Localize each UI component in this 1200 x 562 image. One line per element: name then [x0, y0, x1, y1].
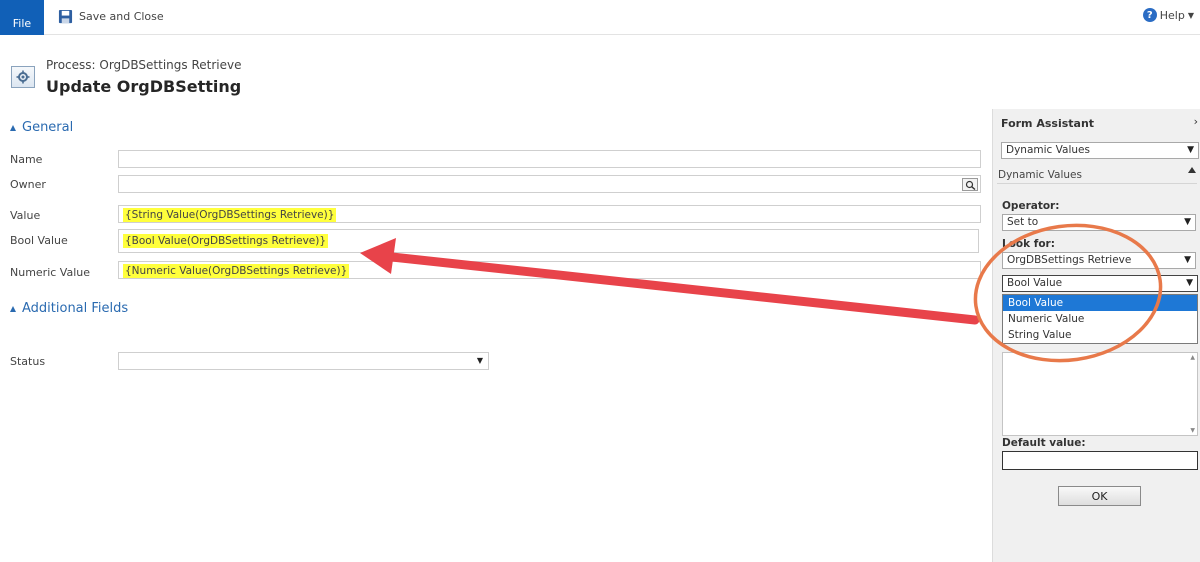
process-icon: [11, 66, 35, 88]
section-additional-header[interactable]: Additional Fields: [10, 301, 128, 316]
chevron-down-icon: ▼: [1186, 278, 1193, 288]
collapse-triangle-icon: [10, 305, 16, 312]
help-label: Help: [1159, 8, 1185, 22]
dynamic-values-subheader: Dynamic Values: [998, 169, 1082, 181]
save-icon: [58, 9, 73, 23]
form-assistant-panel: Form Assistant › Dynamic Values ▼ Dynami…: [992, 109, 1200, 562]
page-title: Update OrgDBSetting: [46, 77, 242, 96]
dropdown-option-numeric-value[interactable]: Numeric Value: [1008, 313, 1085, 325]
collapse-triangle-icon[interactable]: [1188, 167, 1196, 173]
attribute-select[interactable]: Bool Value ▼: [1002, 275, 1198, 292]
chevron-down-icon: ▼: [1184, 255, 1191, 265]
ok-button[interactable]: OK: [1058, 486, 1141, 506]
owner-label: Owner: [10, 178, 46, 191]
status-label: Status: [10, 355, 46, 368]
value-dynamic-value: {String Value(OrgDBSettings Retrieve)}: [123, 208, 337, 222]
owner-field[interactable]: [118, 175, 981, 193]
look-for-value: OrgDBSettings Retrieve: [1007, 254, 1132, 266]
chevron-down-icon: ▼: [1187, 145, 1194, 155]
file-button[interactable]: File: [0, 0, 44, 35]
attribute-dropdown-list: Bool Value Numeric Value String Value: [1002, 294, 1198, 344]
value-label: Value: [10, 209, 41, 222]
section-additional-label: Additional Fields: [22, 301, 129, 316]
operator-value: Set to: [1007, 216, 1039, 228]
save-and-close-button[interactable]: Save and Close: [58, 7, 164, 25]
chevron-down-icon: ▼: [1184, 217, 1191, 227]
name-label: Name: [10, 153, 43, 166]
default-value-label: Default value:: [1002, 437, 1086, 449]
chevron-right-icon[interactable]: ›: [1193, 115, 1198, 128]
help-button[interactable]: ? Help ▼: [1142, 8, 1194, 22]
form-assistant-title: Form Assistant: [1001, 117, 1095, 130]
dropdown-option-string-value[interactable]: String Value: [1008, 329, 1072, 341]
name-field[interactable]: [118, 150, 981, 168]
numeric-value-field[interactable]: {Numeric Value(OrgDBSettings Retrieve)}: [118, 261, 981, 279]
look-for-select[interactable]: OrgDBSettings Retrieve ▼: [1002, 252, 1196, 269]
lookup-icon[interactable]: [962, 178, 978, 191]
default-value-input[interactable]: [1002, 451, 1198, 470]
operator-label: Operator:: [1002, 200, 1060, 212]
dynamic-values-list[interactable]: ▲ ▼: [1002, 352, 1198, 436]
scroll-down-icon[interactable]: ▼: [1190, 427, 1195, 434]
collapse-triangle-icon: [10, 124, 16, 131]
section-general-label: General: [22, 120, 74, 135]
help-icon: ?: [1142, 8, 1157, 22]
attribute-value: Bool Value: [1007, 277, 1063, 289]
operator-select[interactable]: Set to ▼: [1002, 214, 1196, 231]
divider: [997, 183, 1197, 184]
process-name: Process: OrgDBSettings Retrieve: [46, 58, 242, 72]
scroll-up-icon[interactable]: ▲: [1190, 354, 1195, 361]
ribbon: File Save and Close ? Help ▼: [0, 0, 1200, 35]
status-select[interactable]: ▼: [118, 352, 489, 370]
save-and-close-label: Save and Close: [79, 9, 164, 23]
dropdown-option-bool-value[interactable]: Bool Value: [1003, 295, 1197, 311]
chevron-down-icon: ▼: [1187, 10, 1194, 20]
section-general-header[interactable]: General: [10, 120, 73, 135]
chevron-down-icon: ▼: [476, 356, 483, 365]
bool-value-label: Bool Value: [10, 234, 68, 247]
look-for-label: Look for:: [1002, 238, 1055, 250]
bool-value-dynamic-value: {Bool Value(OrgDBSettings Retrieve)}: [123, 234, 329, 248]
numeric-value-dynamic-value: {Numeric Value(OrgDBSettings Retrieve)}: [123, 264, 350, 278]
assistant-mode-value: Dynamic Values: [1006, 144, 1090, 156]
numeric-value-label: Numeric Value: [10, 266, 91, 279]
value-field[interactable]: {String Value(OrgDBSettings Retrieve)}: [118, 205, 981, 223]
assistant-mode-select[interactable]: Dynamic Values ▼: [1001, 142, 1199, 159]
bool-value-field[interactable]: {Bool Value(OrgDBSettings Retrieve)}: [118, 229, 979, 253]
